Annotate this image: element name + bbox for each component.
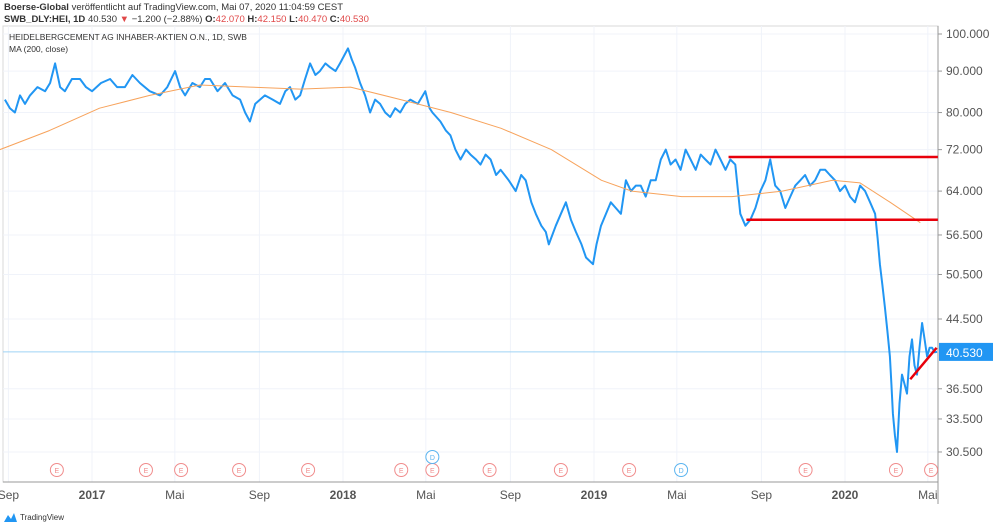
x-tick-label: Sep (249, 488, 271, 502)
price-line (4, 47, 938, 453)
earnings-marker-label: E (399, 468, 404, 475)
published-text: veröffentlicht auf TradingView.com, Mai … (71, 2, 344, 13)
x-tick-label: Sep (0, 488, 19, 502)
earnings-marker-label: E (803, 468, 808, 475)
x-tick-label: Mai (416, 488, 435, 502)
y-tick-label: 90.000 (946, 64, 983, 78)
y-tick-label: 72.000 (946, 143, 983, 157)
dividend-marker (674, 463, 689, 477)
plot-frame (2, 25, 939, 483)
earnings-marker (138, 463, 153, 477)
y-tick-label: 33.500 (946, 412, 983, 426)
y-tick-label: 50.500 (946, 267, 983, 281)
dividend-marker-label: D (430, 455, 435, 462)
earnings-marker (232, 463, 247, 477)
close-label: C: (329, 14, 340, 25)
low-label: L: (289, 14, 299, 25)
ma-line (0, 84, 921, 224)
brand-text: TradingView (20, 513, 65, 522)
publish-info: Boerse-Global veröffentlicht auf Trading… (4, 2, 343, 13)
symbol: SWB_DLY:HEI, 1D (4, 14, 86, 25)
x-tick-label: Sep (751, 488, 773, 502)
earnings-marker (553, 463, 568, 477)
earnings-marker-label: E (144, 468, 149, 475)
indicator-label: MA (200, close) (9, 44, 68, 54)
earnings-marker-label: E (559, 468, 564, 475)
earnings-marker (798, 463, 813, 477)
y-tick-label: 30.500 (946, 445, 983, 459)
earnings-marker (622, 463, 637, 477)
earnings-marker (888, 463, 903, 477)
y-tick-label: 44.500 (946, 312, 983, 326)
x-tick-label: 2017 (79, 488, 106, 502)
earnings-marker-label: E (430, 468, 435, 475)
y-tick-label: 64.000 (946, 184, 983, 198)
earnings-marker-label: E (929, 468, 934, 475)
high-label: H: (247, 14, 258, 25)
earnings-marker (924, 463, 939, 477)
x-tick-label: 2018 (330, 488, 357, 502)
x-tick-label: 2020 (832, 488, 859, 502)
earnings-marker (49, 463, 64, 477)
x-tick-label: 2019 (581, 488, 608, 502)
close-value: 40.530 (339, 14, 369, 25)
x-tick-label: Mai (667, 488, 686, 502)
open-label: O: (205, 14, 216, 25)
last-price: 40.530 (87, 14, 117, 25)
low-value: 40.470 (298, 14, 328, 25)
earnings-marker (394, 463, 409, 477)
publisher: Boerse-Global (4, 2, 69, 13)
change: −1.200 (−2.88%) (131, 14, 203, 25)
earnings-marker-label: E (306, 468, 311, 475)
tradingview-logo: TradingView (4, 513, 64, 522)
x-tick-label: Mai (918, 488, 937, 502)
earnings-marker (482, 463, 497, 477)
x-tick-label: Mai (165, 488, 184, 502)
dividend-marker (425, 450, 440, 464)
high-value: 42.150 (257, 14, 287, 25)
trend-line (909, 347, 938, 381)
last-price-badge (939, 342, 993, 361)
earnings-marker-label: E (237, 468, 242, 475)
earnings-marker-label: E (179, 468, 184, 475)
earnings-marker-label: E (55, 468, 60, 475)
open-value: 42.070 (215, 14, 245, 25)
y-tick-label: 36.500 (946, 382, 983, 396)
y-tick-label: 80.000 (946, 106, 983, 120)
earnings-marker-label: E (627, 468, 632, 475)
earnings-marker-label: E (894, 468, 899, 475)
y-tick-label: 56.500 (946, 228, 983, 242)
y-tick-label: 100.000 (946, 27, 990, 41)
earnings-marker (301, 463, 316, 477)
earnings-marker-label: E (487, 468, 492, 475)
x-tick-label: Sep (500, 488, 522, 502)
down-arrow-icon: ▼ (119, 14, 130, 25)
dividend-marker-label: D (679, 468, 684, 475)
quote-line: SWB_DLY:HEI, 1D 40.530 ▼ −1.200 (−2.88%)… (4, 14, 369, 25)
chart-title: HEIDELBERGCEMENT AG INHABER-AKTIEN O.N.,… (9, 32, 247, 42)
price-chart[interactable]: 100.000 90.000 80.000 72.000 64.000 56.500 50.… (0, 0, 1000, 510)
tradingview-icon (4, 513, 17, 522)
last-price-label: 40.530 (946, 346, 983, 360)
earnings-marker (174, 463, 189, 477)
